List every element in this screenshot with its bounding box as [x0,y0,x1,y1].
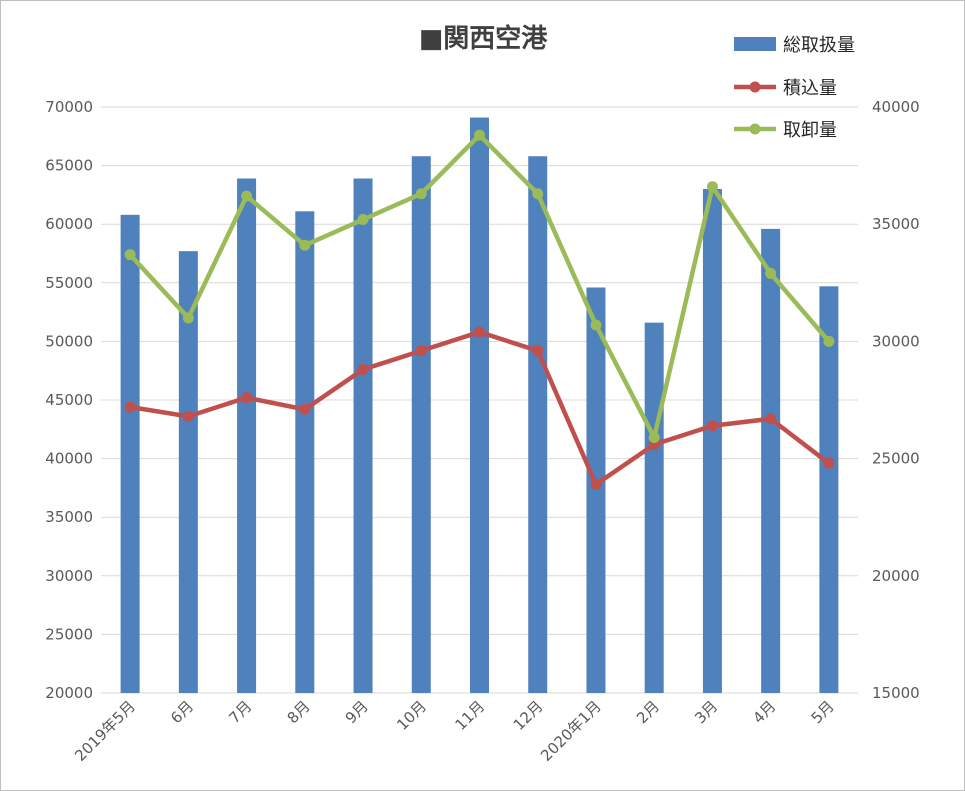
left-tick-label: 55000 [45,274,93,292]
data-point [357,214,369,226]
right-tick-label: 20000 [872,567,920,585]
bar [353,178,373,693]
legend-marker [749,123,761,135]
bar [470,117,489,694]
right-tick-label: 35000 [872,215,920,233]
left-tick-label: 70000 [45,98,93,116]
category-label: 2月 [633,697,663,727]
data-point [241,392,253,404]
data-point [124,401,136,413]
data-point [532,345,544,357]
category-label: 4月 [749,697,779,727]
legend-marker [749,81,761,93]
left-tick-label: 60000 [45,215,93,233]
bar [586,287,606,693]
data-point [590,478,602,490]
legend-marker [734,37,776,51]
legend-label: 積込量 [783,78,837,99]
left-tick-label: 45000 [45,391,93,409]
left-tick-label: 50000 [45,332,93,350]
right-axis: 15000 20000 25000 30000 35000 40000 [872,98,920,702]
category-label: 2020年1月 [537,697,605,765]
bar [528,156,548,693]
bar [295,211,315,694]
right-tick-label: 40000 [872,98,920,116]
category-label: 3月 [691,697,721,727]
legend-label: 取卸量 [783,120,837,141]
data-point [299,239,311,251]
data-point [765,413,777,425]
bar [644,322,664,693]
bar [178,251,198,693]
bar [120,214,140,693]
legend-label: 総取扱量 [783,35,855,56]
data-point [648,432,660,444]
bar [411,156,431,693]
line-series [124,129,835,490]
data-point [124,249,136,261]
chart-title: ■関西空港 [419,23,549,54]
left-tick-label: 35000 [45,508,93,526]
right-tick-label: 25000 [872,450,920,468]
category-label: 11月 [451,697,488,734]
category-label: 8月 [284,697,314,727]
left-tick-label: 20000 [45,684,93,702]
data-point [474,129,485,141]
data-point [357,364,369,376]
category-label: 10月 [393,697,430,734]
data-point [182,312,194,324]
left-tick-label: 65000 [45,157,93,175]
category-label: 12月 [510,697,547,734]
left-axis: 20000 25000 30000 35000 40000 45000 50000 55000… [45,98,93,702]
data-point [765,267,777,279]
right-tick-label: 15000 [872,684,920,702]
left-tick-label: 40000 [45,450,93,468]
data-point [474,326,485,338]
data-point [299,403,311,415]
category-label: 6月 [167,697,197,727]
bar [237,178,257,693]
data-point [182,410,194,422]
left-tick-label: 30000 [45,567,93,585]
data-point [415,345,427,357]
category-label: 9月 [342,697,372,727]
left-tick-label: 25000 [45,625,93,643]
bar [761,228,781,693]
bar-series [120,117,839,694]
data-point [590,319,602,331]
data-point [241,190,253,202]
data-point [532,188,544,200]
data-point [823,457,835,469]
right-tick-label: 30000 [872,332,920,350]
category-label: 2019年5月 [71,697,139,765]
data-point [415,188,427,200]
data-point [823,335,835,347]
category-label: 5月 [808,697,838,727]
data-point [706,181,718,193]
bar [702,189,722,694]
category-label: 7月 [225,697,255,727]
data-point [706,420,718,432]
bar [819,286,839,693]
